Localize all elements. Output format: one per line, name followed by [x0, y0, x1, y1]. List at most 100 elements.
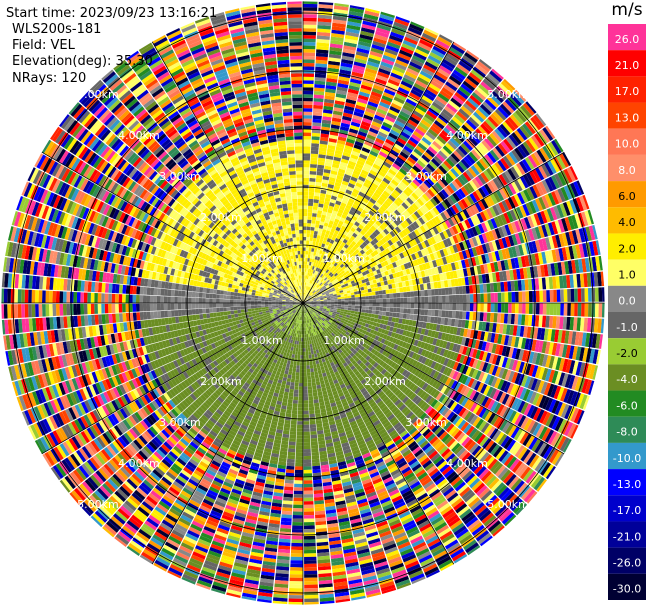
velocity-gate — [577, 288, 582, 302]
velocity-gate — [322, 207, 328, 213]
velocity-gate — [356, 226, 362, 233]
velocity-gate — [484, 75, 498, 88]
velocity-gate — [310, 280, 313, 284]
velocity-gate — [317, 231, 322, 236]
velocity-gate — [399, 181, 408, 189]
velocity-gate — [312, 241, 316, 246]
velocity-gate — [317, 161, 325, 166]
velocity-gate — [396, 56, 410, 65]
velocity-gate — [371, 313, 376, 318]
velocity-gate — [394, 62, 407, 71]
velocity-gate — [333, 5, 349, 11]
velocity-gate — [345, 216, 352, 222]
velocity-gate — [363, 206, 371, 213]
velocity-gate — [303, 195, 309, 199]
velocity-gate — [307, 295, 311, 299]
velocity-gate — [427, 54, 442, 65]
velocity-gate — [375, 137, 385, 145]
velocity-gate — [344, 102, 356, 108]
velocity-gate — [420, 290, 425, 297]
velocity-gate — [404, 70, 418, 80]
velocity-gate — [319, 257, 323, 262]
velocity-gate — [386, 171, 395, 179]
velocity-gate — [409, 116, 420, 125]
velocity-gate — [331, 163, 340, 169]
velocity-gate — [307, 268, 311, 273]
velocity-gate — [410, 303, 415, 309]
velocity-gate — [352, 224, 358, 230]
velocity-gate — [322, 116, 332, 121]
velocity-gate — [391, 28, 406, 37]
velocity-gate — [317, 280, 321, 285]
velocity-gate — [308, 195, 314, 200]
velocity-gate — [347, 182, 355, 189]
velocity-gate — [369, 94, 381, 102]
velocity-gate — [342, 210, 349, 216]
velocity-gate — [332, 210, 338, 216]
velocity-gate — [429, 125, 441, 135]
velocity-gate — [435, 95, 448, 106]
velocity-gate — [421, 154, 431, 163]
velocity-gate — [465, 285, 470, 294]
velocity-gate — [407, 156, 417, 165]
velocity-gate — [327, 234, 333, 240]
velocity-gate — [370, 147, 380, 154]
velocity-gate — [372, 84, 385, 92]
velocity-gate — [303, 243, 306, 248]
velocity-gate — [303, 14, 317, 18]
velocity-gate — [306, 264, 309, 269]
velocity-gate — [303, 219, 308, 224]
velocity-gate — [303, 177, 310, 182]
velocity-gate — [346, 186, 354, 192]
velocity-gate — [521, 303, 526, 314]
velocity-gate — [371, 287, 376, 292]
velocity-gate — [560, 289, 564, 302]
velocity-gate — [330, 39, 344, 46]
velocity-gate — [387, 109, 399, 117]
velocity-gate — [329, 46, 343, 52]
velocity-gate — [404, 36, 418, 46]
velocity-gate — [369, 127, 379, 135]
velocity-gate — [340, 65, 352, 72]
velocity-gate — [549, 303, 554, 316]
velocity-gate — [340, 254, 345, 259]
velocity-gate — [313, 286, 317, 290]
velocity-gate — [337, 298, 342, 302]
velocity-gate — [390, 31, 405, 40]
velocity-gate — [434, 288, 439, 296]
velocity-gate — [406, 313, 411, 320]
velocity-gate — [326, 78, 338, 83]
velocity-gate — [594, 287, 599, 302]
velocity-gate — [309, 258, 313, 263]
velocity-gate — [339, 129, 349, 135]
velocity-gate — [335, 215, 341, 221]
velocity-gate — [385, 115, 396, 123]
velocity-gate — [325, 158, 333, 164]
velocity-gate — [315, 181, 322, 187]
velocity-gate — [321, 211, 327, 216]
velocity-gate — [380, 193, 388, 200]
velocity-gate — [366, 134, 376, 141]
velocity-gate — [306, 278, 308, 283]
velocity-gate — [331, 29, 345, 35]
velocity-gate — [356, 194, 364, 201]
velocity-gate — [549, 289, 554, 302]
velocity-gate — [314, 371, 319, 376]
velocity-gate — [429, 51, 443, 62]
velocity-gate — [402, 313, 407, 319]
velocity-gate — [372, 295, 376, 300]
velocity-gate — [466, 303, 471, 312]
velocity-gate — [323, 200, 330, 206]
velocity-gate — [445, 303, 450, 311]
velocity-gate — [316, 168, 324, 173]
velocity-gate — [316, 171, 324, 176]
velocity-gate — [361, 185, 369, 192]
velocity-gate — [359, 229, 366, 236]
velocity-gate — [316, 35, 330, 40]
velocity-gate — [456, 63, 470, 75]
velocity-gate — [314, 73, 327, 78]
velocity-gate — [308, 287, 311, 291]
velocity-gate — [329, 263, 334, 268]
velocity-gate — [324, 91, 336, 97]
velocity-gate — [327, 257, 332, 263]
